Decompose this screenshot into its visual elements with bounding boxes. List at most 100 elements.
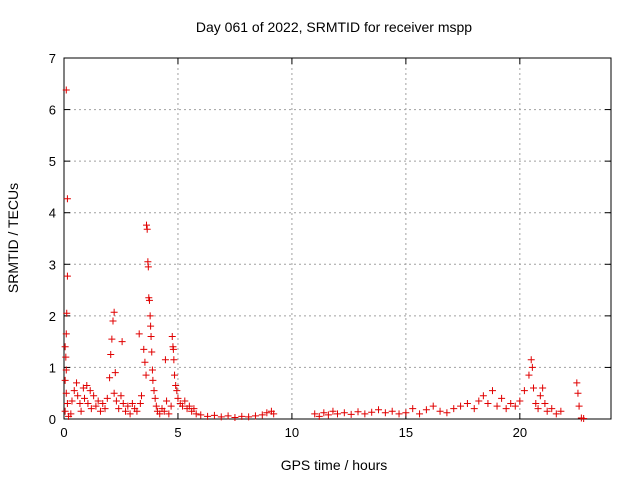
- data-point: [416, 410, 424, 418]
- data-point: [575, 402, 583, 410]
- data-point: [143, 225, 151, 233]
- chart-title: Day 061 of 2022, SRMTID for receiver msp…: [196, 19, 472, 35]
- data-point: [168, 332, 176, 340]
- data-point: [527, 356, 535, 364]
- data-point: [118, 338, 126, 346]
- data-point: [101, 405, 109, 413]
- x-tick-label: 0: [60, 425, 67, 440]
- data-point: [525, 371, 533, 379]
- data-point: [62, 353, 70, 361]
- data-point: [111, 369, 119, 377]
- y-tick-label: 1: [49, 360, 56, 375]
- data-point: [552, 410, 560, 418]
- data-point: [516, 397, 524, 405]
- data-point: [368, 408, 376, 416]
- data-point: [402, 409, 410, 417]
- data-point: [493, 402, 501, 410]
- y-tick-label: 4: [49, 206, 56, 221]
- data-point: [354, 408, 362, 416]
- data-point: [96, 407, 104, 415]
- data-point: [169, 345, 177, 353]
- data-point: [528, 363, 536, 371]
- data-point: [315, 412, 323, 420]
- data-point: [204, 412, 212, 420]
- data-point: [149, 376, 157, 384]
- data-point: [63, 309, 71, 317]
- data-point: [137, 392, 145, 400]
- data-point: [61, 343, 69, 351]
- y-tick-label: 2: [49, 309, 56, 324]
- data-point: [270, 410, 278, 418]
- data-point: [140, 345, 148, 353]
- data-point: [161, 356, 169, 364]
- data-point: [119, 400, 127, 408]
- data-point: [117, 392, 125, 400]
- data-point: [429, 402, 437, 410]
- x-tick-label: 10: [285, 425, 299, 440]
- data-point: [136, 400, 144, 408]
- data-point: [62, 389, 70, 397]
- data-point: [179, 402, 187, 410]
- data-point: [126, 410, 134, 418]
- data-point: [81, 394, 89, 402]
- data-point: [502, 405, 510, 413]
- data-point: [573, 379, 581, 387]
- data-point: [115, 405, 123, 413]
- data-point: [231, 413, 239, 421]
- data-point: [107, 351, 115, 359]
- data-point: [74, 392, 82, 400]
- data-point: [422, 406, 430, 414]
- data-point: [103, 394, 111, 402]
- data-point: [147, 322, 155, 330]
- data-point: [160, 407, 168, 415]
- y-tick-label: 3: [49, 257, 56, 272]
- data-point: [361, 410, 369, 418]
- data-point: [539, 384, 547, 392]
- x-axis-label: GPS time / hours: [281, 457, 388, 473]
- data-point: [520, 387, 528, 395]
- data-point: [110, 308, 118, 316]
- x-tick-label: 15: [399, 425, 413, 440]
- data-point: [171, 371, 179, 379]
- data-point: [148, 366, 156, 374]
- y-tick-label: 5: [49, 154, 56, 169]
- data-point: [77, 407, 85, 415]
- data-point: [498, 394, 506, 402]
- data-point: [94, 397, 102, 405]
- data-point: [141, 358, 149, 366]
- data-point: [152, 402, 160, 410]
- data-point: [258, 411, 266, 419]
- data-point: [488, 387, 496, 395]
- data-point: [436, 407, 444, 415]
- data-point: [324, 411, 332, 419]
- data-point: [574, 389, 582, 397]
- data-point: [142, 371, 150, 379]
- data-point: [479, 392, 487, 400]
- data-marks: [61, 86, 588, 422]
- data-point: [172, 381, 180, 389]
- data-point: [70, 387, 78, 395]
- data-point: [61, 407, 69, 415]
- data-point: [163, 397, 171, 405]
- data-point: [124, 402, 132, 410]
- data-point: [210, 411, 218, 419]
- data-point: [61, 376, 69, 384]
- data-point: [245, 413, 253, 421]
- data-point: [68, 397, 76, 405]
- data-point: [534, 405, 542, 413]
- axis-ticks: 0 5 10 15 20 0 1 2 3 4 5 6 7: [49, 51, 611, 440]
- data-point: [381, 409, 389, 417]
- data-point: [83, 381, 91, 389]
- y-tick-label: 7: [49, 51, 56, 66]
- data-point: [133, 407, 141, 415]
- data-point: [409, 405, 417, 413]
- data-point: [320, 409, 328, 417]
- data-point: [150, 387, 158, 395]
- data-point: [224, 412, 232, 420]
- data-point: [110, 389, 118, 397]
- data-point: [185, 402, 193, 410]
- data-point: [76, 400, 84, 408]
- data-point: [63, 195, 71, 203]
- data-point: [548, 405, 556, 413]
- data-point: [347, 410, 355, 418]
